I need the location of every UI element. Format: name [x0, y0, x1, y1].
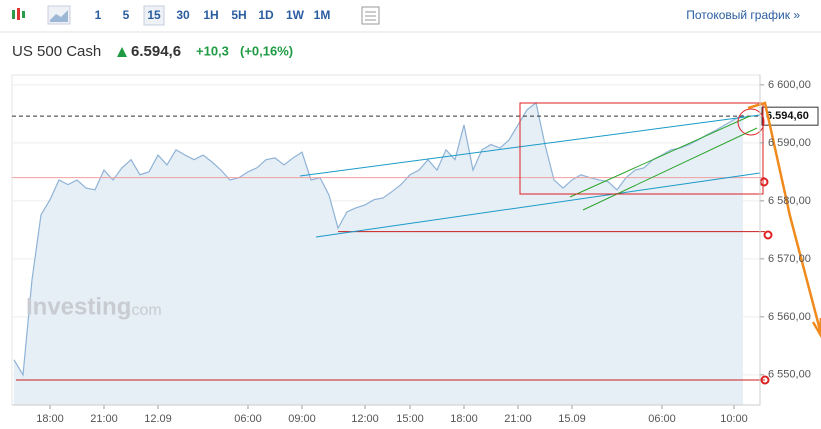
box: [519, 102, 764, 195]
toolbar: [0, 0, 821, 32]
y-tick-label: 6 560,00: [768, 311, 811, 323]
y-tick-label: 6 550,00: [768, 369, 811, 381]
last-price-label: 6.594,60: [766, 110, 809, 122]
interval-button[interactable]: 1M: [314, 8, 331, 22]
y-tick-label: 6 570,00: [768, 253, 811, 265]
interval-button[interactable]: 5H: [231, 8, 246, 22]
x-tick-label: 18:00: [450, 413, 478, 425]
x-tick-label: 12.09: [144, 413, 172, 425]
trend-line: [315, 172, 761, 238]
drawings: [299, 101, 821, 385]
y-tick-label: 6 600,00: [768, 79, 811, 91]
x-tick-label: 10:00: [720, 413, 748, 425]
forecast-arrow: [747, 101, 821, 331]
watermark-brand: Investing: [26, 293, 131, 320]
line: [13, 101, 744, 377]
interval-button[interactable]: 1H: [203, 8, 218, 22]
y-tick-label: 6 580,00: [768, 195, 811, 207]
x-tick-label: 06:00: [234, 413, 262, 425]
interval-button[interactable]: 5: [123, 8, 130, 22]
up-arrow: [117, 47, 127, 57]
x-tick-label: 06:00: [648, 413, 676, 425]
quote-change-pct: (+0,16%): [240, 43, 293, 58]
trend-line: [299, 114, 761, 177]
quote-change: +10,3: [196, 43, 229, 58]
area-icon[interactable]: [47, 5, 71, 25]
handle: [760, 375, 770, 385]
channel-line: [582, 127, 758, 211]
interval-button[interactable]: 30: [176, 8, 190, 22]
interval-button[interactable]: 1D: [258, 8, 274, 22]
x-tick-label: 21:00: [504, 413, 532, 425]
x-tick-label: 15:00: [396, 413, 424, 425]
x-tick-label: 15.09: [558, 413, 586, 425]
instrument-name: US 500 Cash: [12, 43, 101, 60]
quote-price: 6.594,6: [131, 43, 181, 60]
interval-button[interactable]: 15: [147, 8, 161, 22]
last-price-box: [761, 106, 819, 126]
active-interval-bg: [143, 5, 165, 26]
watermark-suffix: .com: [127, 302, 162, 319]
x-tick-label: 12:00: [351, 413, 379, 425]
circle: [737, 108, 765, 136]
interval-button[interactable]: 1W: [286, 8, 305, 22]
handle: [759, 177, 769, 187]
channel-line: [569, 115, 751, 198]
stream-link[interactable]: Потоковый график »: [686, 8, 800, 22]
x-tick-label: 09:00: [288, 413, 316, 425]
table-icon[interactable]: [361, 6, 380, 25]
area: [14, 102, 743, 405]
y-tick-label: 6 590,00: [768, 137, 811, 149]
handle: [763, 230, 773, 240]
x-tick-label: 21:00: [90, 413, 118, 425]
candle-icon[interactable]: [12, 8, 25, 20]
x-tick-label: 18:00: [36, 413, 64, 425]
interval-button[interactable]: 1: [95, 8, 102, 22]
